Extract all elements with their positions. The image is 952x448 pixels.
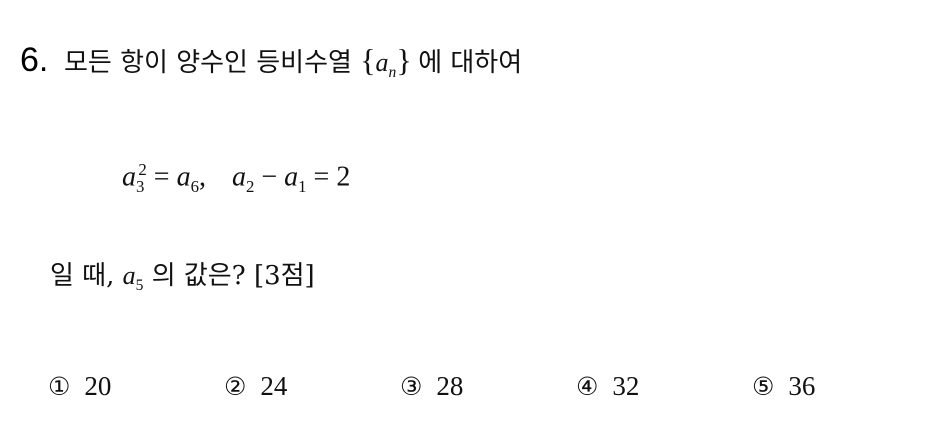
minus-sign: −	[261, 161, 278, 193]
choice-4-mark: ④	[576, 372, 599, 401]
stem-text-after: 에 대하여	[418, 48, 523, 78]
eq1-rhs-var: a	[176, 161, 191, 193]
eq1-lhs-sup: 2	[138, 160, 147, 179]
sequence-var: a	[375, 48, 389, 77]
choice-2-value: 24	[260, 371, 288, 401]
left-brace: {	[360, 42, 376, 78]
answer-choices: ① 20 ② 24 ③ 28 ④ 32 ⑤ 36	[48, 364, 908, 408]
tail-text: 일 때,	[50, 261, 115, 291]
choice-1-value: 20	[84, 371, 112, 401]
eq2-rhs: 2	[336, 161, 351, 193]
choice-3-mark: ③	[400, 372, 423, 401]
equals-sign: =	[153, 161, 170, 193]
sequence-sub: n	[388, 64, 397, 82]
eq1-lhs-var: a	[122, 161, 136, 193]
choice-2[interactable]: ② 24	[224, 364, 287, 409]
choice-5-value: 36	[788, 371, 816, 401]
tail-sub: 5	[135, 277, 144, 295]
separator: ,	[198, 161, 206, 193]
choice-1-mark: ①	[48, 372, 71, 401]
choice-5[interactable]: ⑤ 36	[752, 364, 815, 409]
condition-equations: a32 = a6, a2 − a1 = 2	[122, 150, 350, 207]
points-badge: [3점]	[253, 261, 315, 291]
question-number: 6.	[20, 41, 49, 79]
eq2-b-sub: 1	[298, 176, 307, 196]
choice-1[interactable]: ① 20	[48, 364, 111, 409]
choice-2-mark: ②	[224, 372, 247, 401]
sequence-notation: {an}	[360, 42, 418, 81]
question-tail: 일 때, a5 의 값은? [3점]	[50, 256, 315, 306]
eq2-b-var: a	[284, 161, 299, 193]
right-brace: }	[396, 42, 412, 78]
choice-5-mark: ⑤	[752, 372, 775, 401]
eq1-rhs-sub: 6	[190, 176, 199, 196]
equals-sign-2: =	[313, 161, 330, 193]
question-stem: 모든 항이 양수인 등비수열 {an} 에 대하여	[64, 40, 522, 93]
eq1-lhs-sub: 3	[136, 176, 145, 196]
eq2-a-var: a	[231, 161, 246, 193]
eq2-a-sub: 2	[245, 176, 255, 196]
choice-4[interactable]: ④ 32	[576, 364, 639, 409]
choice-3-value: 28	[436, 371, 464, 401]
tail-var: a	[122, 261, 136, 290]
choice-3[interactable]: ③ 28	[400, 364, 463, 409]
choice-4-value: 32	[612, 371, 640, 401]
tail-text-after: 의 값은?	[151, 261, 246, 291]
stem-text: 모든 항이 양수인 등비수열	[64, 48, 352, 78]
